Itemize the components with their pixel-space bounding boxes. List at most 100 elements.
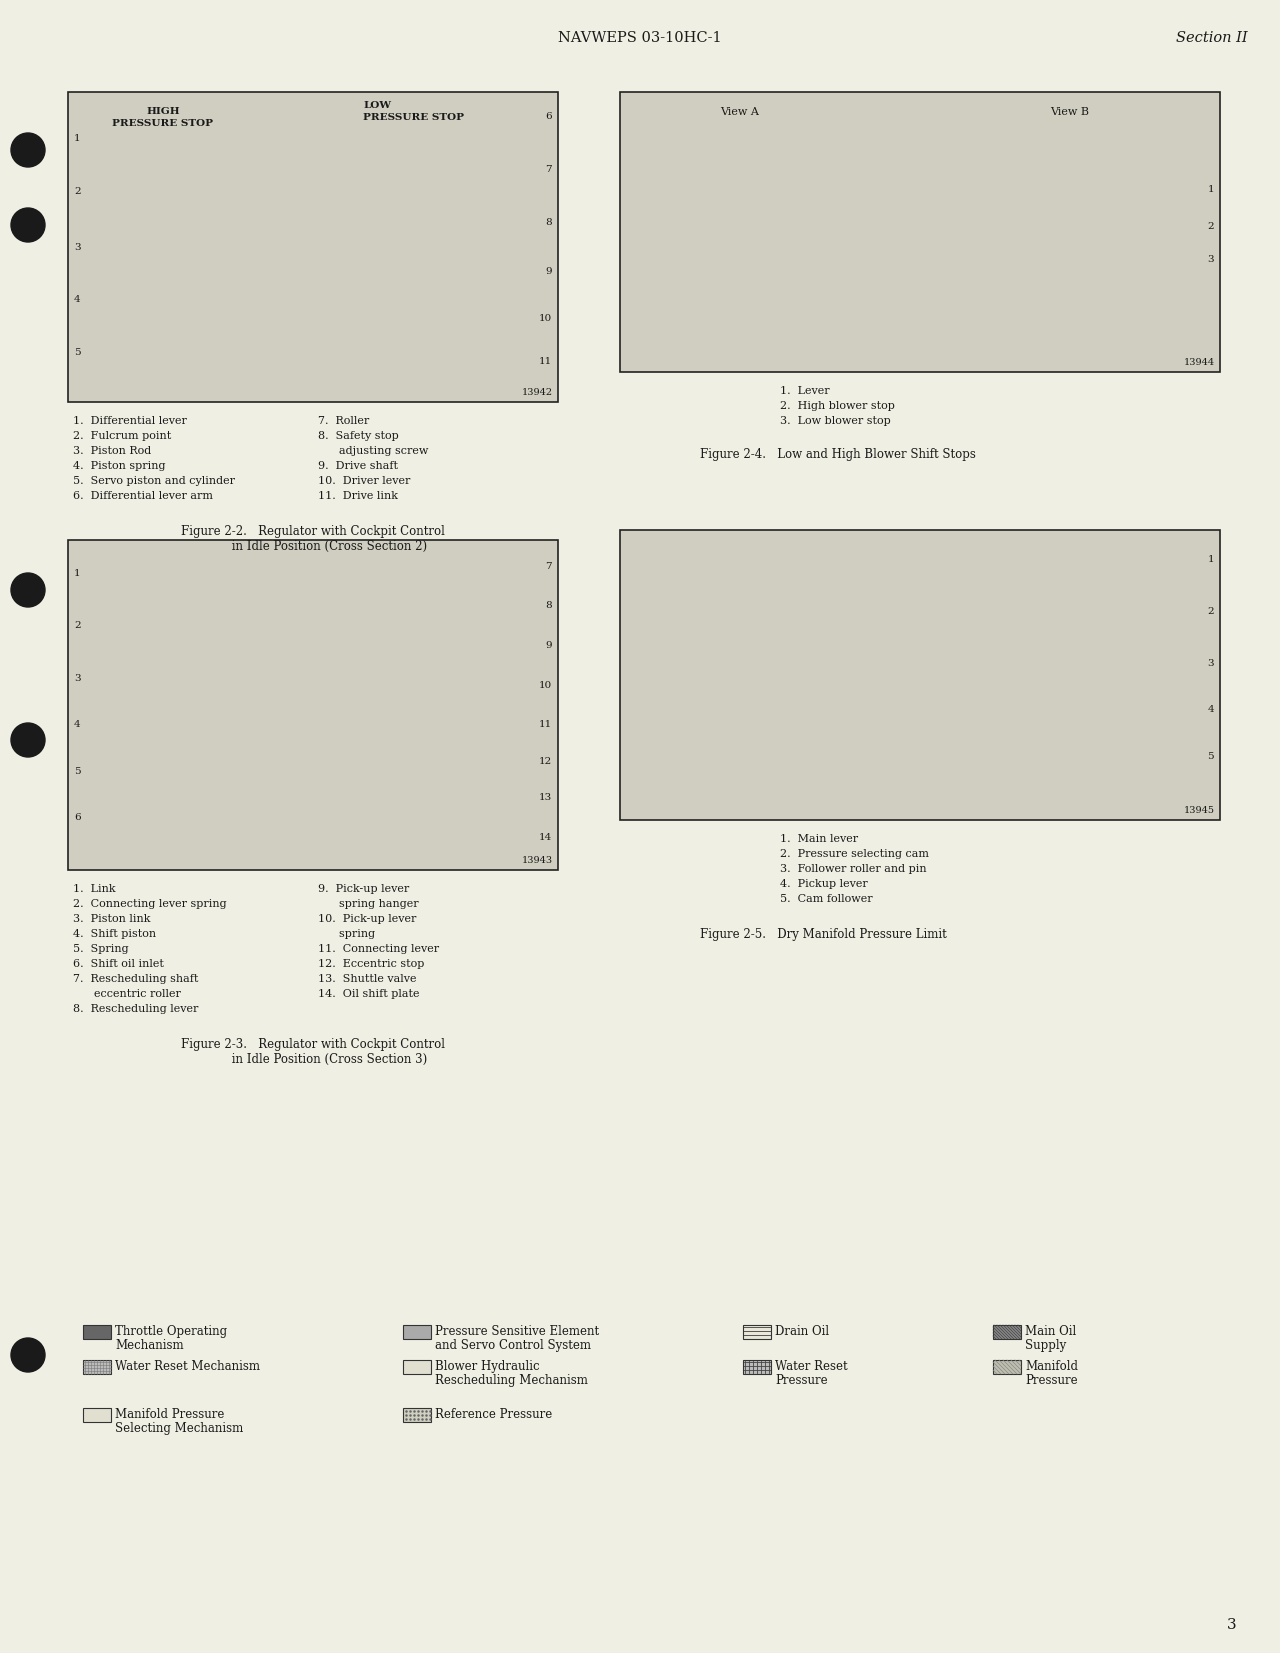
Bar [993,1360,1021,1374]
Text: 2: 2 [1207,222,1213,231]
Text: Reference Pressure: Reference Pressure [435,1408,552,1422]
Text: 4.  Shift piston: 4. Shift piston [73,929,156,939]
Text: LOW: LOW [364,101,390,111]
Text: 2: 2 [74,187,81,195]
Text: Rescheduling Mechanism: Rescheduling Mechanism [435,1374,588,1387]
Text: 6.  Differential lever arm: 6. Differential lever arm [73,491,212,501]
Text: 6.  Shift oil inlet: 6. Shift oil inlet [73,959,164,969]
Bar [742,1360,771,1374]
Text: 7: 7 [545,165,552,174]
Text: Manifold Pressure: Manifold Pressure [115,1408,224,1422]
Text: 13942: 13942 [522,388,553,397]
Text: 1: 1 [74,134,81,144]
Text: 5.  Spring: 5. Spring [73,944,128,954]
Text: 6: 6 [545,112,552,121]
Text: Water Reset Mechanism: Water Reset Mechanism [115,1360,260,1374]
Text: 5: 5 [1207,752,1213,760]
Text: 11: 11 [539,721,552,729]
Text: 1.  Differential lever: 1. Differential lever [73,417,187,426]
Text: 3.  Follower roller and pin: 3. Follower roller and pin [780,865,927,874]
Bar [620,93,1220,372]
Text: 13945: 13945 [1184,807,1215,815]
Text: adjusting screw: adjusting screw [317,446,429,456]
Text: 9.  Pick-up lever: 9. Pick-up lever [317,884,410,894]
Text: 11.  Connecting lever: 11. Connecting lever [317,944,439,954]
Text: 2.  Pressure selecting cam: 2. Pressure selecting cam [780,850,929,860]
Text: Section II: Section II [1176,31,1248,45]
Text: Drain Oil: Drain Oil [774,1326,829,1337]
Text: View A: View A [721,107,759,117]
Text: 1.  Main lever: 1. Main lever [780,835,858,845]
Text: 4.  Pickup lever: 4. Pickup lever [780,879,868,889]
Text: Supply: Supply [1025,1339,1066,1352]
Text: 10.  Pick-up lever: 10. Pick-up lever [317,914,416,924]
Text: NAVWEPS 03-10HC-1: NAVWEPS 03-10HC-1 [558,31,722,45]
Text: Pressure Sensitive Element: Pressure Sensitive Element [435,1326,599,1337]
Text: View B: View B [1051,107,1089,117]
Text: 11: 11 [539,357,552,367]
Text: 9: 9 [545,641,552,650]
Text: 8.  Safety stop: 8. Safety stop [317,431,399,441]
Text: Pressure: Pressure [1025,1374,1078,1387]
Text: 3.  Piston link: 3. Piston link [73,914,151,924]
Text: Mechanism: Mechanism [115,1339,183,1352]
Text: 6: 6 [74,813,81,822]
Text: Figure 2-2.   Regulator with Cockpit Control
         in Idle Position (Cross Se: Figure 2-2. Regulator with Cockpit Contr… [180,526,445,554]
Text: 14: 14 [539,833,552,841]
Text: Manifold: Manifold [1025,1360,1078,1374]
Text: HIGH: HIGH [146,107,179,116]
Text: Figure 2-5.   Dry Manifold Pressure Limit: Figure 2-5. Dry Manifold Pressure Limit [700,927,947,941]
Circle shape [12,722,45,757]
Text: 1: 1 [1207,554,1213,564]
Text: and Servo Control System: and Servo Control System [435,1339,591,1352]
Circle shape [12,208,45,241]
Bar [83,1326,111,1339]
Text: 7.  Roller: 7. Roller [317,417,369,426]
Text: 5.  Cam follower: 5. Cam follower [780,894,873,904]
Text: 5.  Servo piston and cylinder: 5. Servo piston and cylinder [73,476,236,486]
Text: 1.  Lever: 1. Lever [780,387,829,397]
Text: 7: 7 [545,562,552,570]
Text: 4: 4 [74,721,81,729]
Bar [742,1326,771,1339]
Bar [68,93,558,402]
Text: 8: 8 [545,218,552,226]
Text: Water Reset: Water Reset [774,1360,847,1374]
Bar [68,541,558,869]
Bar [620,531,1220,820]
Text: spring hanger: spring hanger [317,899,419,909]
Text: 3: 3 [1207,256,1213,264]
Text: Blower Hydraulic: Blower Hydraulic [435,1360,540,1374]
Text: 5: 5 [74,767,81,775]
Text: 13943: 13943 [522,856,553,865]
Text: 8.  Rescheduling lever: 8. Rescheduling lever [73,1003,198,1013]
Text: 4.  Piston spring: 4. Piston spring [73,461,165,471]
Text: eccentric roller: eccentric roller [73,988,180,998]
Text: 1: 1 [74,569,81,577]
Text: 1.  Link: 1. Link [73,884,115,894]
Text: 2.  Connecting lever spring: 2. Connecting lever spring [73,899,227,909]
Text: spring: spring [317,929,375,939]
Text: 11.  Drive link: 11. Drive link [317,491,398,501]
Text: PRESSURE STOP: PRESSURE STOP [364,112,465,122]
Text: 5: 5 [74,347,81,357]
Text: 9.  Drive shaft: 9. Drive shaft [317,461,398,471]
Text: 2: 2 [74,622,81,630]
Circle shape [12,574,45,607]
Text: 3.  Low blower stop: 3. Low blower stop [780,417,891,426]
Text: Selecting Mechanism: Selecting Mechanism [115,1422,243,1435]
Text: 2.  Fulcrum point: 2. Fulcrum point [73,431,172,441]
Text: 8: 8 [545,602,552,610]
Text: 12: 12 [539,757,552,765]
Text: 10: 10 [539,314,552,322]
Text: 10.  Driver lever: 10. Driver lever [317,476,411,486]
Text: 3: 3 [1207,660,1213,668]
Bar [83,1360,111,1374]
Text: 7.  Rescheduling shaft: 7. Rescheduling shaft [73,974,198,984]
Text: Main Oil: Main Oil [1025,1326,1076,1337]
Text: 14.  Oil shift plate: 14. Oil shift plate [317,988,420,998]
Bar [403,1326,431,1339]
Text: 4: 4 [74,296,81,304]
Text: 13.  Shuttle valve: 13. Shuttle valve [317,974,416,984]
Text: 2.  High blower stop: 2. High blower stop [780,402,895,412]
